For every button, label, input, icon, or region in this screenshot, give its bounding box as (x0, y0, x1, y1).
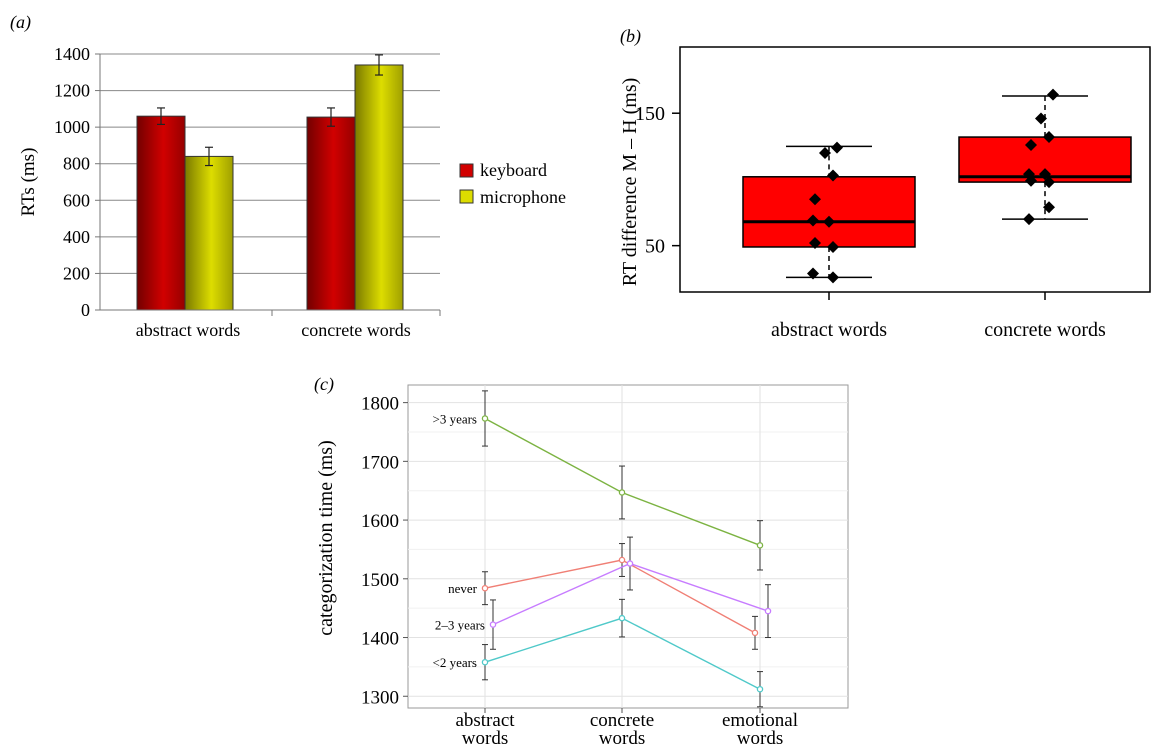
data-point (1023, 213, 1035, 226)
panel-a-bars (136, 54, 404, 311)
panel-a-y-tick-label: 800 (63, 154, 90, 174)
panel-c-label: (c) (314, 374, 334, 395)
series-point (618, 556, 626, 564)
panel-c-y-tick-label: 1600 (361, 511, 399, 532)
series-label-0: >3 years (432, 411, 477, 426)
panel-b-y-ticks: 50 150 (635, 103, 680, 258)
panel-b-x-ticks (828, 292, 1046, 300)
panel-a-y-tick-label: 600 (63, 190, 90, 210)
panel-c-y-ticks: 1300 1400 1500 1600 1700 1800 (361, 394, 408, 708)
data-point (807, 267, 819, 280)
panel-c-category-label: concrete (590, 710, 654, 731)
data-point (827, 240, 839, 253)
series-point (618, 489, 626, 496)
data-point (831, 141, 843, 154)
series-point (756, 542, 764, 549)
series-label-3: <2 years (432, 655, 477, 670)
panel-b-boxes (742, 88, 1132, 284)
bar-microphone (354, 64, 404, 311)
panel-c-y-tick-label: 1800 (361, 394, 399, 415)
bar-keyboard (136, 115, 186, 311)
data-point (819, 146, 831, 159)
bar-microphone (184, 155, 234, 311)
panel-b-label: (b) (620, 26, 641, 47)
panel-c-y-tick-label: 1700 (361, 452, 399, 473)
data-point (1043, 131, 1055, 144)
legend-microphone-label: microphone (480, 187, 566, 207)
panel-c-y-tick-label: 1500 (361, 570, 399, 591)
panel-c-category-label: words (737, 728, 783, 748)
series-point (481, 584, 489, 592)
panel-c-y-label: categorization time (ms) (315, 440, 337, 635)
panel-a-bar-chart: (a) 0 200 400 600 800 1000 1200 1400 abstract w… (10, 12, 566, 340)
data-point (827, 271, 839, 284)
legend-keyboard-swatch (459, 163, 474, 178)
data-point (809, 193, 821, 206)
series-point (489, 621, 497, 628)
data-point (1047, 88, 1059, 101)
panel-a-y-tick-label: 0 (81, 300, 90, 320)
panel-c-line-chart: (c) 1300 1400 1500 1600 1700 1800 >3 years nev… (314, 374, 849, 748)
series-point (751, 629, 759, 637)
data-point (1039, 168, 1051, 181)
series-point (626, 560, 634, 567)
series-point (481, 658, 489, 666)
panel-c-frame (407, 384, 849, 709)
panel-a-y-tick-label: 1400 (54, 44, 90, 64)
series-point (764, 607, 772, 615)
series-label-2: 2–3 years (435, 618, 485, 633)
panel-c-gridlines (408, 385, 848, 708)
panel-b-y-label: RT difference M – H (ms) (619, 78, 641, 287)
panel-c-category-label: abstract (455, 710, 515, 731)
data-point (1035, 112, 1047, 125)
panel-a-y-tick-label: 1000 (54, 117, 90, 137)
panel-c-series: >3 years never 2–3 years <2 years (432, 390, 772, 708)
data-point (1043, 201, 1055, 214)
panel-a-legend: keyboard microphone (459, 160, 566, 207)
series-label-1: never (448, 581, 478, 596)
bar-keyboard (306, 116, 356, 311)
panel-b-category-abstract: abstract words (771, 319, 887, 341)
data-point (827, 169, 839, 182)
data-point (823, 215, 835, 228)
panel-b-category-concrete: concrete words (984, 319, 1106, 341)
series-point (756, 685, 764, 693)
data-point (1023, 168, 1035, 181)
data-point (809, 237, 821, 249)
series-point (481, 415, 489, 422)
series-point (618, 614, 626, 622)
data-point (1025, 139, 1037, 151)
panel-a-axes (99, 54, 441, 316)
panel-a-label: (a) (10, 12, 31, 33)
panel-c-category-label: words (462, 728, 508, 748)
panel-a-y-ticks: 0 200 400 600 800 1000 1200 1400 (54, 44, 100, 320)
panel-a-y-tick-label: 200 (63, 263, 90, 283)
panel-b-y-tick-label: 50 (645, 236, 665, 258)
data-point (807, 214, 819, 227)
panel-a-y-tick-label: 400 (63, 227, 90, 247)
panel-c-y-tick-label: 1400 (361, 629, 399, 650)
legend-keyboard-label: keyboard (480, 160, 547, 180)
legend-microphone-swatch (459, 189, 474, 204)
panel-c-category-label: emotional (722, 710, 798, 731)
panel-a-y-tick-label: 1200 (54, 81, 90, 101)
panel-c-y-tick-label: 1300 (361, 687, 399, 708)
panel-c-category-label: words (599, 728, 645, 748)
panel-b-frame (679, 46, 1151, 293)
panel-a-y-label: RTs (ms) (18, 148, 39, 217)
panel-a-category-abstract: abstract words (136, 320, 240, 340)
panel-a-category-concrete: concrete words (301, 320, 410, 340)
panel-b-y-tick-label: 150 (635, 103, 665, 125)
box-0 (742, 176, 916, 248)
